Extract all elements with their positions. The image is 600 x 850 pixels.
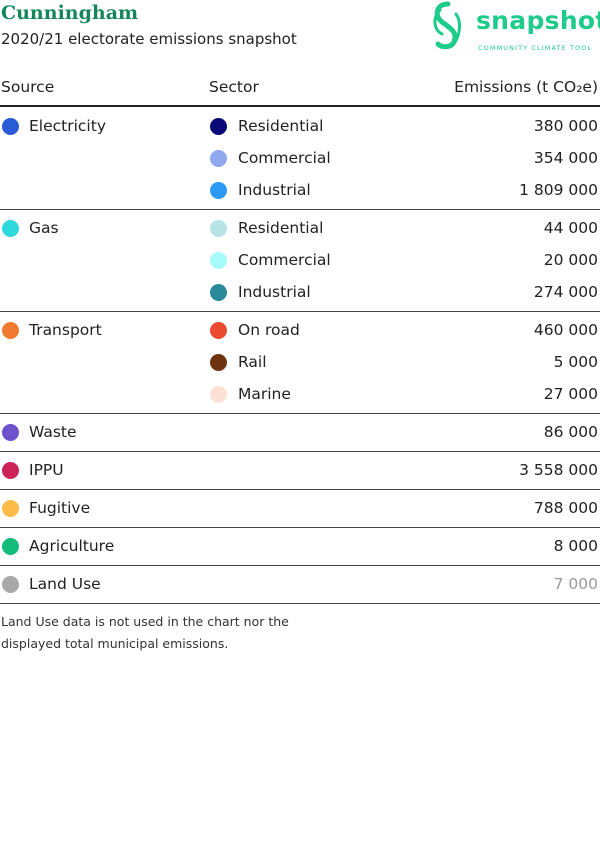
sector-dot	[210, 117, 227, 135]
sector-dot	[210, 219, 227, 237]
source-dot dot	[2, 537, 19, 555]
emissions-value: 5 000	[553, 353, 598, 371]
source-label: Land Use	[29, 575, 101, 593]
logo-word: snapshot	[476, 6, 600, 35]
emissions-value: 788 000	[533, 499, 598, 517]
source-label: Fugitive	[29, 499, 91, 517]
emissions-value: 8 000	[553, 537, 598, 555]
sector-label: Rail	[238, 353, 267, 371]
row-rule	[0, 527, 600, 528]
row-rule	[0, 311, 600, 312]
logo-icon	[433, 1, 461, 50]
row-rule	[0, 413, 600, 414]
emissions-value: 44 000	[543, 219, 598, 237]
row-rule	[0, 489, 600, 490]
emissions-value: 354 000	[533, 149, 598, 167]
source-dot dot	[2, 423, 19, 441]
source-dot dot	[2, 461, 19, 479]
column-header: Emissions (t CO₂e)	[454, 78, 598, 96]
source-dot dot	[2, 321, 19, 339]
sector-dot	[210, 181, 227, 199]
column-header: Sector	[209, 78, 259, 96]
sector-dot	[210, 149, 227, 167]
row-rule	[0, 209, 600, 210]
source-label: Agriculture	[29, 537, 115, 555]
sector-dot	[210, 353, 227, 371]
emissions-value: 460 000	[533, 321, 598, 339]
emissions-value: 1 809 000	[519, 181, 598, 199]
source-label: Transport	[29, 321, 102, 339]
emissions-value: 3 558 000	[519, 461, 598, 479]
sector-label: Industrial	[238, 283, 311, 301]
header-rule	[0, 105, 600, 107]
emissions-value: 20 000	[543, 251, 598, 269]
source-label: Gas	[29, 219, 59, 237]
note: displayed total municipal emissions.	[1, 636, 229, 651]
sector-dot	[210, 251, 227, 269]
emissions-value: 380 000	[533, 117, 598, 135]
source-dot dot	[2, 219, 19, 237]
sector-label: Commercial	[238, 251, 331, 269]
source-label: IPPU	[29, 461, 64, 479]
logo-tagline: COMMUNITY CLIMATE TOOL	[478, 44, 593, 52]
row-rule	[0, 565, 600, 566]
sector-label: Residential	[238, 219, 324, 237]
title: Cunningham	[1, 2, 139, 24]
emissions-value: 274 000	[533, 283, 598, 301]
sector-label: Residential	[238, 117, 324, 135]
emissions-value: 7 000	[553, 575, 598, 593]
sector-label: Industrial	[238, 181, 311, 199]
sector-label: On road	[238, 321, 300, 339]
sector-dot	[210, 283, 227, 301]
column-header: Source	[1, 78, 55, 96]
sector-label: Commercial	[238, 149, 331, 167]
emissions-value: 27 000	[543, 385, 598, 403]
source-label: Waste	[29, 423, 77, 441]
emissions-value: 86 000	[543, 423, 598, 441]
source-dot dot	[2, 499, 19, 517]
source-dot dot	[2, 117, 19, 135]
row-rule	[0, 451, 600, 452]
source-label: Electricity	[29, 117, 106, 135]
source-dot dot	[2, 575, 19, 593]
sector-label: Marine	[238, 385, 291, 403]
subtitle: 2020/21 electorate emissions snapshot	[1, 30, 297, 48]
row-rule	[0, 603, 600, 604]
sector-dot	[210, 385, 227, 403]
note: Land Use data is not used in the chart n…	[1, 614, 289, 629]
sector-dot	[210, 321, 227, 339]
